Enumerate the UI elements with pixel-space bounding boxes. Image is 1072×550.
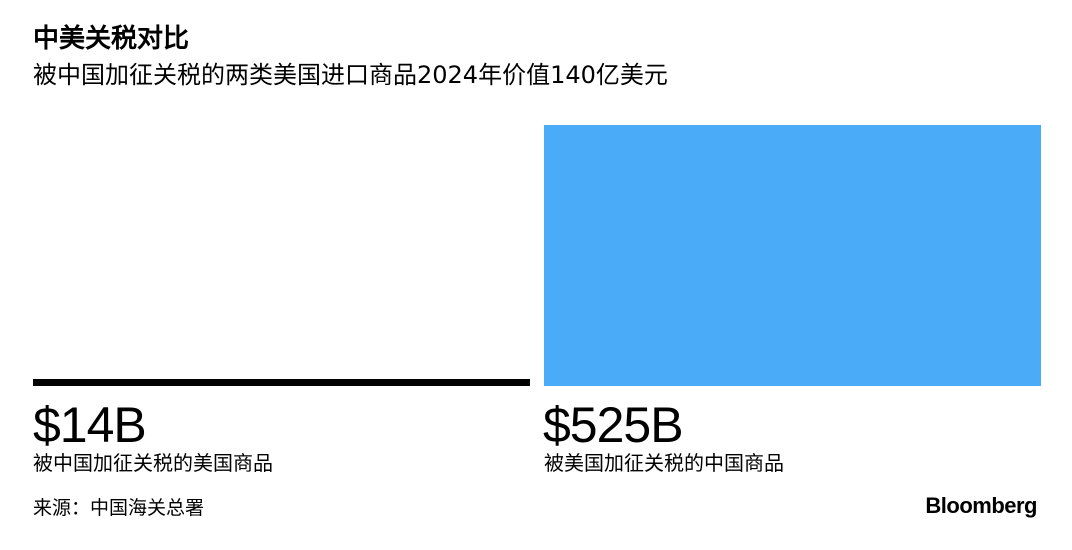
category-label-us-goods: 被中国加征关税的美国商品 <box>33 451 273 475</box>
value-label-us-goods: $14B <box>33 397 147 453</box>
bloomberg-logo: Bloomberg <box>925 493 1037 518</box>
chart-title: 中美关税对比 <box>33 24 190 54</box>
bar-china-goods <box>544 125 1041 386</box>
chart-subtitle: 被中国加征关税的两类美国进口商品2024年价值140亿美元 <box>33 61 668 89</box>
category-label-china-goods: 被美国加征关税的中国商品 <box>544 451 784 475</box>
source-note: 来源：中国海关总署 <box>33 497 205 519</box>
value-label-china-goods: $525B <box>543 397 684 453</box>
bar-us-goods <box>33 379 530 386</box>
